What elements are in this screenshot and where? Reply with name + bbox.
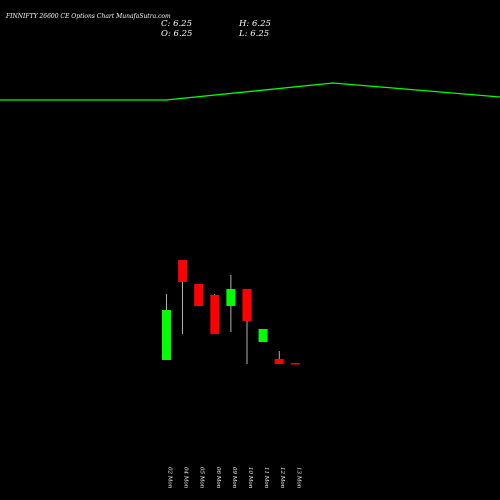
high-value: H: 6.25 [238,19,271,29]
candle-body [226,289,236,306]
candle-body [162,310,171,360]
candle-body [178,260,188,282]
candle-body [274,359,284,364]
candles-group [162,260,300,365]
candle-body [290,363,300,365]
close-value: C: 6.25 [161,19,192,29]
x-tick-label: 02 Mon [167,467,173,489]
x-tick-label: 12 Mon [279,467,285,489]
trend-line [0,82,500,101]
candle-body [242,289,252,321]
x-axis-labels: 02 Mon 04 Mon 05 Mon 06 Mon 09 Mon 10 Mon 11 M… [167,467,302,489]
x-tick-label: 05 Mon [199,467,205,489]
candle-body [210,295,220,334]
x-tick-label: 04 Mon [183,467,189,489]
low-value: L: 6.25 [238,29,269,39]
x-tick-label: 09 Mon [231,467,237,489]
open-value: O: 6.25 [161,29,192,39]
chart-title: FINNIFTY 26600 CE Options Chart MunafaSu… [5,13,171,20]
candle-body [194,284,204,306]
candle-body [258,329,268,342]
x-tick-label: 06 Mon [215,467,221,489]
x-tick-label: 13 Mon [295,467,301,489]
x-tick-label: 10 Mon [247,467,253,489]
x-tick-label: 11 Mon [263,467,269,489]
